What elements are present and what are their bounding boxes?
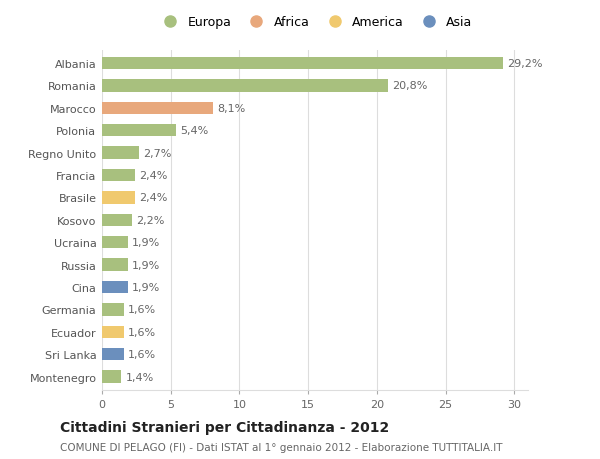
Bar	[102, 259, 128, 271]
Bar	[102, 326, 124, 338]
Bar	[102, 102, 214, 115]
Text: 5,4%: 5,4%	[181, 126, 209, 136]
Text: 2,4%: 2,4%	[139, 193, 167, 203]
Bar	[102, 303, 124, 316]
Text: 1,6%: 1,6%	[128, 305, 156, 315]
Bar	[102, 281, 128, 293]
Text: 29,2%: 29,2%	[508, 59, 543, 69]
Bar	[102, 370, 121, 383]
Text: 2,4%: 2,4%	[139, 171, 167, 181]
Bar	[102, 80, 388, 92]
Text: 2,7%: 2,7%	[143, 148, 172, 158]
Bar	[102, 58, 503, 70]
Text: 1,6%: 1,6%	[128, 349, 156, 359]
Legend: Europa, Africa, America, Asia: Europa, Africa, America, Asia	[157, 16, 473, 29]
Text: Cittadini Stranieri per Cittadinanza - 2012: Cittadini Stranieri per Cittadinanza - 2…	[60, 420, 389, 434]
Text: 8,1%: 8,1%	[217, 104, 245, 113]
Bar	[102, 169, 135, 182]
Text: 20,8%: 20,8%	[392, 81, 427, 91]
Text: 2,2%: 2,2%	[136, 215, 165, 225]
Bar	[102, 192, 135, 204]
Text: COMUNE DI PELAGO (FI) - Dati ISTAT al 1° gennaio 2012 - Elaborazione TUTTITALIA.: COMUNE DI PELAGO (FI) - Dati ISTAT al 1°…	[60, 442, 503, 452]
Bar	[102, 236, 128, 249]
Text: 1,9%: 1,9%	[132, 238, 160, 248]
Bar	[102, 147, 139, 159]
Bar	[102, 348, 124, 360]
Bar	[102, 125, 176, 137]
Text: 1,9%: 1,9%	[132, 260, 160, 270]
Text: 1,9%: 1,9%	[132, 282, 160, 292]
Text: 1,6%: 1,6%	[128, 327, 156, 337]
Bar	[102, 214, 132, 226]
Text: 1,4%: 1,4%	[125, 372, 154, 382]
